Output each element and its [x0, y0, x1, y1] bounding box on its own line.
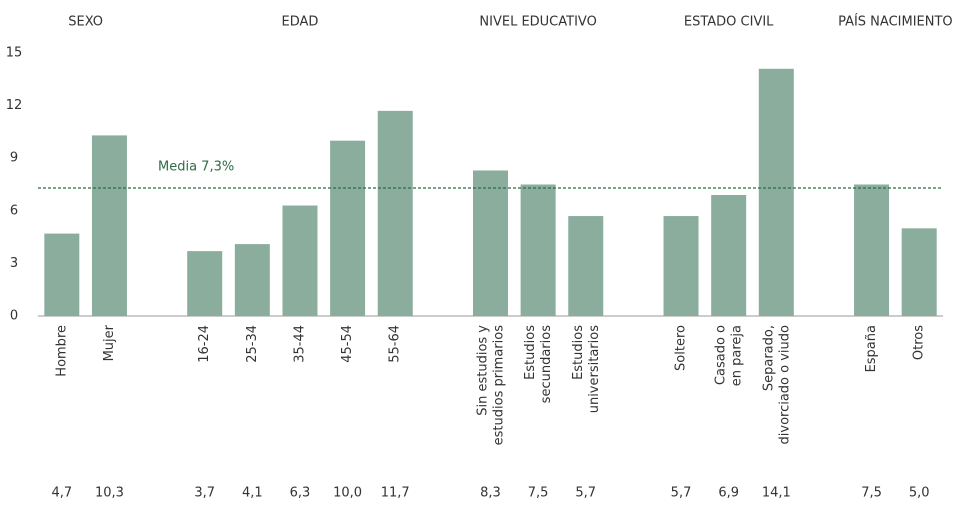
- value-label: 5,7: [671, 486, 692, 501]
- bar: [234, 244, 270, 316]
- y-tick-label: 15: [6, 46, 23, 61]
- mean-label: Media 7,3%: [158, 160, 234, 175]
- bar: [568, 216, 604, 316]
- value-label: 14,1: [762, 486, 791, 501]
- bar: [663, 216, 699, 316]
- x-tick-label: 25-34: [245, 325, 260, 363]
- value-label: 3,7: [194, 486, 215, 501]
- bar: [330, 140, 366, 316]
- x-tick-label: 16-24: [197, 325, 212, 363]
- value-label: 10,0: [333, 486, 362, 501]
- value-label: 5,7: [575, 486, 596, 501]
- x-tick-label: Separado,divorciado o viudo: [761, 325, 792, 445]
- group-header: ESTADO CIVIL: [684, 15, 774, 30]
- x-tick-label: Soltero: [674, 325, 689, 371]
- y-tick-label: 3: [10, 256, 18, 271]
- x-tick-label: 45-54: [340, 325, 355, 363]
- bar: [711, 195, 747, 316]
- x-tick-label: 35-44: [292, 325, 307, 363]
- bar: [377, 110, 413, 316]
- x-tick-label: Hombre: [54, 325, 69, 377]
- bar: [854, 184, 890, 316]
- value-label: 4,7: [51, 486, 72, 501]
- value-label: 11,7: [381, 486, 410, 501]
- bar: [91, 135, 127, 316]
- value-label: 4,1: [242, 486, 263, 501]
- bar: [520, 184, 556, 316]
- group-header: NIVEL EDUCATIVO: [479, 15, 596, 30]
- value-label: 7,5: [861, 486, 882, 501]
- x-tick-label: España: [864, 325, 879, 372]
- x-tick-label: Estudiosuniversitarios: [570, 325, 601, 413]
- bar: [44, 233, 80, 316]
- group-header: PAÍS NACIMIENTO: [838, 14, 953, 30]
- bar: [758, 68, 794, 316]
- value-label: 8,3: [480, 486, 501, 501]
- x-tick-label: Casado oen pareja: [713, 325, 744, 386]
- value-label: 10,3: [95, 486, 124, 501]
- group-header: SEXO: [68, 15, 103, 30]
- x-tick-label: Estudiossecundarios: [523, 325, 554, 404]
- x-tick-label: 55-64: [388, 325, 403, 363]
- bar: [187, 251, 223, 316]
- value-label: 6,9: [718, 486, 739, 501]
- y-tick-label: 9: [10, 151, 18, 166]
- bar: [473, 170, 508, 316]
- bar: [901, 228, 937, 316]
- y-tick-label: 0: [10, 309, 18, 324]
- y-tick-label: 6: [10, 203, 18, 218]
- value-label: 6,3: [290, 486, 311, 501]
- value-label: 7,5: [528, 486, 549, 501]
- x-tick-label: Otros: [912, 325, 927, 360]
- group-header: EDAD: [282, 15, 319, 30]
- x-tick-label: Sin estudios yestudios primarios: [475, 325, 506, 446]
- value-label: 5,0: [909, 486, 930, 501]
- y-tick-label: 12: [6, 98, 23, 113]
- x-tick-label: Mujer: [102, 324, 117, 361]
- bar: [282, 205, 318, 316]
